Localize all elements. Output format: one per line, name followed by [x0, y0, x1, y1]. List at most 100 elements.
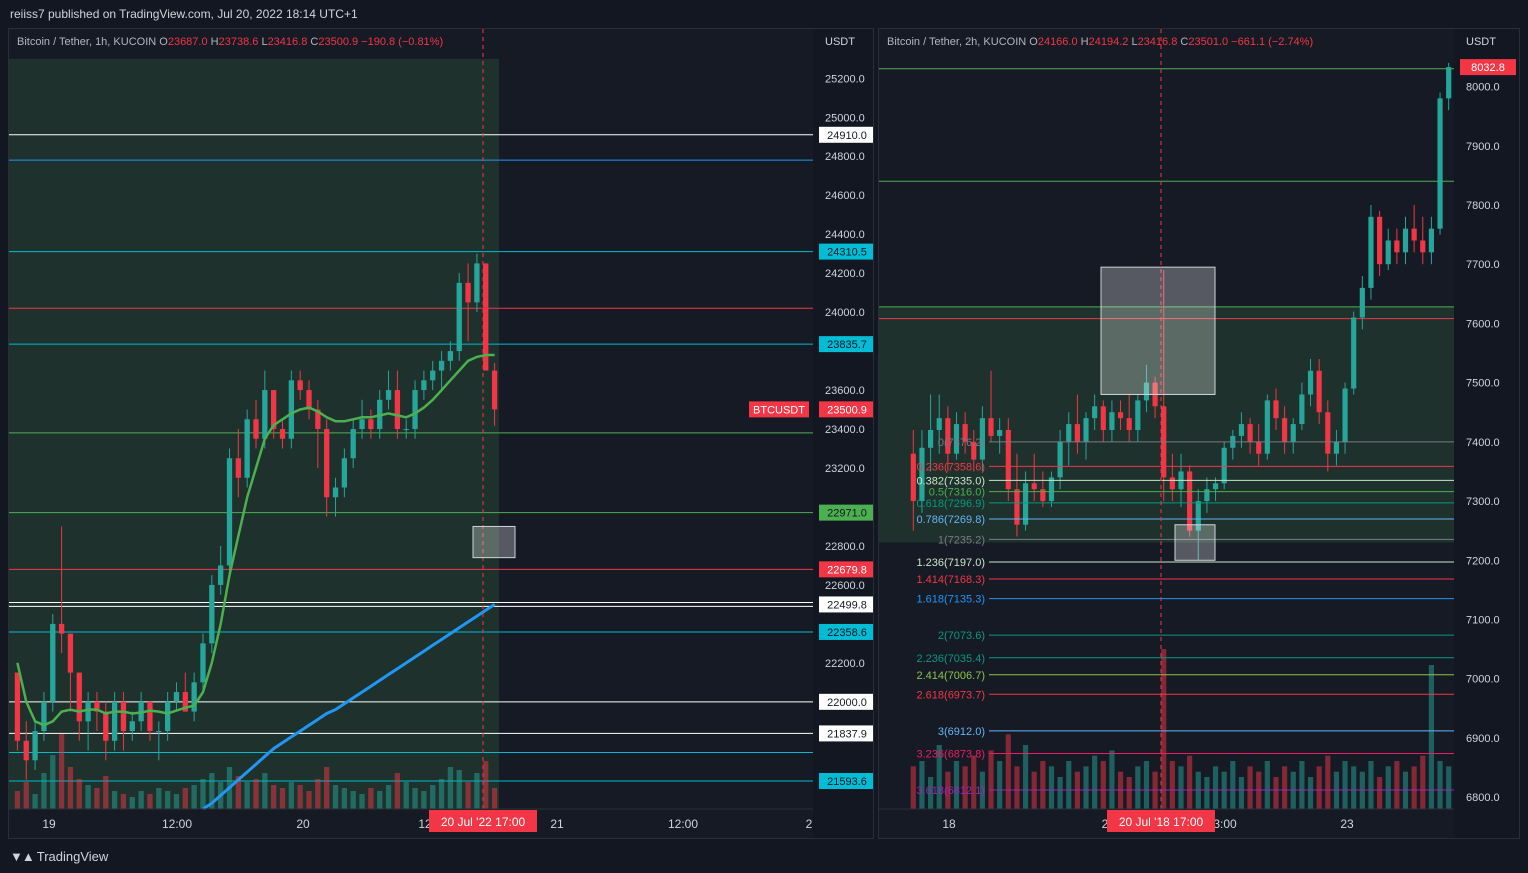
volume-bar [147, 794, 153, 809]
candle-body [412, 390, 418, 430]
candle-body [253, 419, 259, 439]
ohlc-open: 24166.0 [1037, 36, 1078, 48]
volume-bar [1109, 750, 1115, 809]
candle-body [1290, 424, 1296, 442]
fib-level-label: 2.236(7035.4) [917, 653, 986, 665]
ohlc-low: 23416.8 [267, 36, 308, 48]
volume-bar [1428, 665, 1435, 809]
x-tick-label: 19 [42, 817, 56, 831]
candle-body [474, 263, 480, 303]
candle-body [1264, 400, 1270, 454]
candle-body [483, 263, 489, 371]
candle-body [315, 409, 321, 430]
volume-bar [1057, 777, 1063, 809]
crosshair-time-badge [429, 810, 537, 832]
volume-bar [1307, 777, 1314, 809]
currency-label: USDT [825, 36, 855, 48]
volume-bar [1143, 761, 1150, 809]
y-tick-label: 7800.0 [1466, 200, 1500, 212]
candle-body [244, 419, 250, 478]
volume-bar [94, 788, 100, 809]
volume-bar [1394, 761, 1400, 809]
candle-body [1437, 98, 1443, 229]
x-tick-label: 2 [1102, 817, 1109, 831]
ohlc-close: 23500.9 [318, 36, 359, 48]
fib-level-label: 2(7073.6) [938, 630, 985, 642]
candle-body [1256, 441, 1262, 454]
candle-body [279, 429, 286, 439]
chart-canvas-2h[interactable]: 0(7376.2) 0.236(7358.6) 0.382(7335.0)0.5(7… [879, 29, 1519, 838]
x-tick-label: 12 [418, 817, 432, 831]
candle-body [1022, 483, 1029, 525]
volume-bar [1126, 777, 1132, 809]
volume-bar [41, 773, 47, 809]
tradingview-logo[interactable]: ▼▲ TradingView [10, 849, 109, 864]
candle-body [1316, 370, 1322, 413]
candle-body [1342, 388, 1348, 442]
y-tick-label: 22200.0 [825, 658, 865, 670]
volume-bar [483, 761, 489, 809]
volume-bar [1022, 745, 1029, 809]
currency-label: USDT [1466, 36, 1496, 48]
volume-bar [111, 791, 118, 809]
candle-body [1066, 424, 1072, 442]
chart-canvas-1h[interactable]: USDT 25200.0 25000.0 24800.0 24600.0 24400.0 2… [9, 29, 873, 838]
candle-body [209, 584, 215, 644]
chart-panel-2h[interactable]: Bitcoin / Tether, 2h, KUCOIN O24166.0 H2… [878, 28, 1520, 839]
candle-body [1368, 216, 1374, 288]
volume-bar [1282, 766, 1288, 809]
price-badge [819, 623, 873, 640]
ohlc-low: 23416.8 [1137, 36, 1178, 48]
chart-panel-1h[interactable]: Bitcoin / Tether, 1h, KUCOIN O23687.0 H2… [8, 28, 874, 839]
x-tick-label: 20 [296, 817, 310, 831]
candle-body [129, 721, 135, 732]
y-tick-label: 7000.0 [1466, 674, 1500, 686]
candle-body [173, 692, 180, 702]
candle-body [1204, 489, 1210, 502]
volume-bar [1083, 766, 1089, 809]
candle-body [919, 447, 925, 502]
volume-bar [1135, 766, 1141, 809]
candle-body [979, 418, 985, 460]
x-tick-label: 18 [942, 817, 956, 831]
candle-body [1083, 418, 1089, 442]
volume-bar [1066, 761, 1072, 809]
candle-body [962, 424, 968, 442]
y-tick-label: 24400.0 [825, 229, 865, 241]
volume-bar [919, 761, 925, 809]
volume-bar [1014, 766, 1020, 809]
fib-level-label: 3.618(6812.1) [917, 785, 986, 797]
ohlc-high: 24194.2 [1088, 36, 1129, 48]
candle-body [1394, 240, 1400, 253]
volume-bar [474, 773, 480, 809]
candle-body [271, 390, 277, 430]
volume-bar [173, 794, 180, 809]
price-badge-label: 22971.0 [827, 508, 867, 520]
volume-bar [244, 782, 250, 809]
volume-bar [129, 797, 135, 809]
y-tick-label: 7300.0 [1466, 496, 1500, 508]
volume-bar [1187, 755, 1193, 809]
candle-body [1359, 287, 1365, 318]
candle-body [1325, 412, 1331, 454]
candle-body [1057, 441, 1063, 478]
volume-bar [421, 791, 427, 809]
volume-bar [1368, 761, 1374, 809]
publish-bar: reiiss7 published on TradingView.com, Ju… [0, 0, 1528, 28]
candle-body [297, 380, 303, 391]
volume-bar [1342, 761, 1348, 809]
candle-body [403, 429, 409, 431]
y-tick-label: 7200.0 [1466, 555, 1500, 567]
volume-bar [997, 761, 1003, 809]
candle-body [50, 623, 56, 702]
x-tick-label: 23 [1340, 817, 1354, 831]
ohlc-change: −661.1 (−2.74%) [1231, 36, 1314, 48]
fib-level-label: 0(7376.2) [938, 437, 985, 449]
volume-bar [76, 779, 82, 809]
candle-body [156, 731, 162, 733]
volume-bar [200, 779, 206, 809]
published-text: reiiss7 published on TradingView.com, Ju… [10, 7, 358, 21]
candle-body [1100, 406, 1106, 430]
volume-bar [67, 767, 74, 809]
y-tick-label: 7700.0 [1466, 259, 1500, 271]
